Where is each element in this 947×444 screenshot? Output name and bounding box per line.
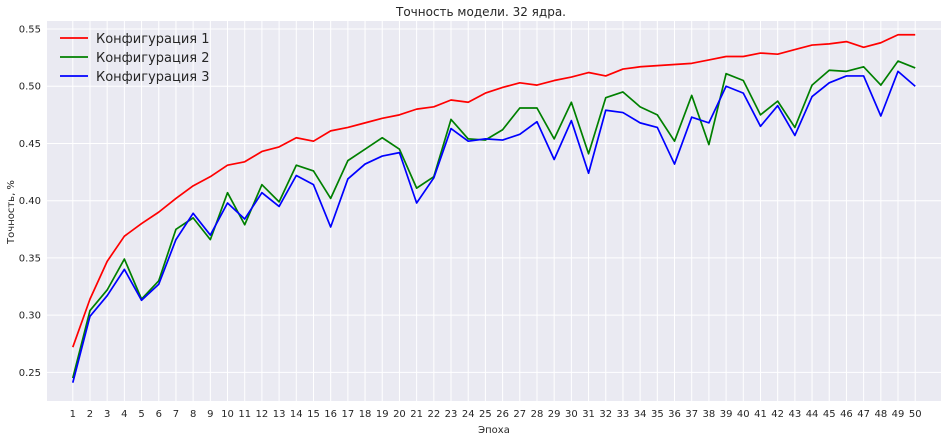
x-tick-label: 20 — [393, 409, 406, 420]
x-tick-label: 21 — [410, 409, 423, 420]
x-tick-label: 2 — [87, 409, 93, 420]
x-tick-label: 31 — [582, 409, 595, 420]
x-axis-label: Эпоха — [478, 425, 510, 436]
x-tick-label: 9 — [207, 409, 213, 420]
x-tick-label: 15 — [307, 409, 320, 420]
x-tick-label: 36 — [668, 409, 681, 420]
y-tick-label: 0.40 — [19, 196, 41, 207]
x-tick-label: 3 — [104, 409, 110, 420]
y-tick-label: 0.45 — [19, 139, 41, 150]
x-tick-label: 35 — [651, 409, 664, 420]
x-tick-label: 11 — [238, 409, 251, 420]
x-tick-label: 24 — [462, 409, 475, 420]
x-tick-label: 50 — [909, 409, 922, 420]
x-tick-label: 14 — [290, 409, 303, 420]
x-tick-label: 48 — [874, 409, 887, 420]
legend-label-1: Конфигурация 1 — [96, 32, 210, 47]
x-tick-label: 19 — [376, 409, 389, 420]
plot-background — [47, 21, 941, 401]
x-tick-label: 45 — [823, 409, 836, 420]
tick-labels: 1 2 3 4 5 6 7 8 9 10 11 12 13 14 15 16 17 18 19 20 21 22 23 24 2… — [19, 25, 922, 420]
legend-label-2: Конфигурация 2 — [96, 51, 210, 66]
x-tick-label: 13 — [273, 409, 286, 420]
y-axis-label: Точность, % — [6, 180, 17, 245]
y-tick-label: 0.30 — [19, 311, 41, 322]
x-tick-label: 34 — [634, 409, 647, 420]
x-tick-label: 25 — [479, 409, 492, 420]
x-tick-label: 29 — [548, 409, 561, 420]
x-tick-label: 26 — [496, 409, 509, 420]
series-line-3 — [71, 70, 916, 383]
legend-label-3: Конфигурация 3 — [96, 70, 210, 85]
y-tick-label: 0.35 — [19, 253, 41, 264]
x-tick-label: 43 — [788, 409, 801, 420]
x-tick-label: 44 — [806, 409, 819, 420]
x-tick-label: 41 — [754, 409, 767, 420]
legend: Конфигурация 1 Конфигурация 2 Конфигурация… — [60, 32, 210, 85]
x-tick-label: 8 — [190, 409, 196, 420]
x-tick-label: 46 — [840, 409, 853, 420]
grid — [47, 21, 941, 401]
chart-title: Точность модели. 32 ядра. — [395, 5, 566, 19]
x-tick-label: 30 — [565, 409, 578, 420]
x-tick-label: 16 — [324, 409, 337, 420]
series-line-1 — [71, 33, 916, 348]
x-tick-label: 6 — [156, 409, 162, 420]
x-tick-label: 1 — [70, 409, 76, 420]
y-tick-label: 0.25 — [19, 368, 41, 379]
x-tick-label: 18 — [359, 409, 372, 420]
x-tick-label: 42 — [771, 409, 784, 420]
x-tick-label: 4 — [121, 409, 127, 420]
y-tick-label: 0.50 — [19, 82, 41, 93]
x-tick-label: 7 — [173, 409, 179, 420]
x-tick-label: 40 — [737, 409, 750, 420]
x-tick-label: 23 — [445, 409, 458, 420]
x-tick-label: 28 — [531, 409, 544, 420]
x-tick-label: 38 — [703, 409, 716, 420]
x-tick-label: 10 — [221, 409, 234, 420]
x-tick-label: 22 — [427, 409, 440, 420]
x-tick-label: 39 — [720, 409, 733, 420]
y-tick-label: 0.55 — [19, 25, 41, 36]
series-line-2 — [71, 60, 916, 379]
x-tick-label: 47 — [857, 409, 870, 420]
series-lines — [71, 33, 916, 383]
x-tick-label: 5 — [138, 409, 144, 420]
x-tick-label: 37 — [685, 409, 698, 420]
x-tick-label: 12 — [256, 409, 269, 420]
x-tick-label: 33 — [617, 409, 630, 420]
x-tick-label: 27 — [513, 409, 526, 420]
x-tick-label: 32 — [599, 409, 612, 420]
x-tick-label: 49 — [892, 409, 905, 420]
x-tick-label: 17 — [341, 409, 354, 420]
